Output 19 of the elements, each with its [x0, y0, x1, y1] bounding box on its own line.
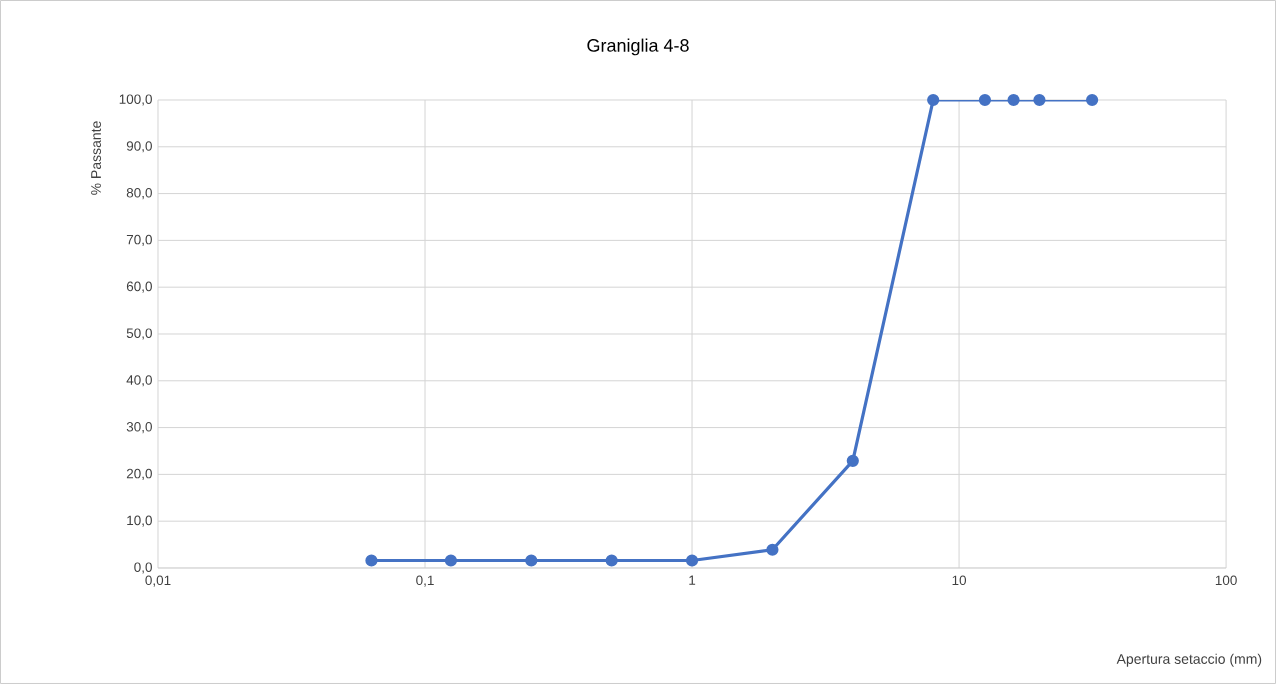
y-tick-label: 90,0 — [126, 141, 152, 153]
y-tick-label: 20,0 — [126, 468, 152, 480]
y-axis-title: % Passante — [91, 121, 101, 195]
y-tick-label: 30,0 — [126, 422, 152, 434]
y-tick-label: 10,0 — [127, 515, 152, 527]
y-tick-label: 50,0 — [126, 328, 152, 340]
x-tick-label: 100 — [1215, 575, 1237, 586]
y-tick-label: 70,0 — [126, 234, 152, 246]
y-tick-label: 80,0 — [126, 188, 152, 200]
y-tick-label: 60,0 — [126, 281, 152, 293]
x-tick-label: 1 — [689, 575, 696, 585]
x-tick-label: 0,01 — [145, 575, 171, 587]
y-tick-label: 100,0 — [119, 94, 152, 106]
x-tick-label: 0,1 — [416, 575, 434, 587]
chart-title: Graniglia 4-8 — [587, 38, 689, 56]
x-axis-title: Apertura setaccio (mm) — [1116, 653, 1262, 667]
y-tick-label: 0,0 — [134, 562, 152, 574]
x-tick-label: 10 — [952, 575, 967, 586]
y-tick-label: 40,0 — [126, 375, 152, 387]
